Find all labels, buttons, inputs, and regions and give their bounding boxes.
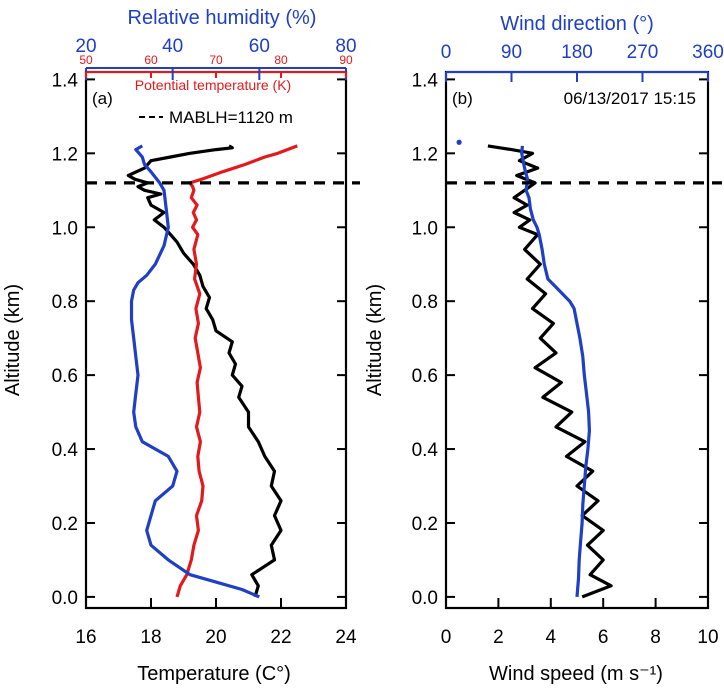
y-tick-label: 1.2 (52, 144, 78, 165)
theta-tick-label: 80 (274, 53, 288, 67)
panel-b-label: (b) (452, 89, 473, 108)
mablh-legend: MABLH=1120 m (139, 108, 293, 127)
panel-b-timestamp: 06/13/2017 15:15 (564, 89, 696, 108)
y-tick-label: 0.8 (412, 292, 438, 313)
y-tick-label: 0.0 (412, 588, 438, 609)
theta-tick-label: 60 (144, 53, 158, 67)
panel-b-frame (444, 70, 710, 610)
panel-b-x-ticks: 0 2 4 6 8 10 (441, 598, 719, 648)
panel-a: 0.0 0.2 0.4 0.6 0.8 1.0 1.2 1.4 16 18 20 22 24 20 40… (2, 7, 360, 685)
wind-direction-tick-label: 360 (692, 42, 724, 63)
y-tick-label: 0.6 (412, 366, 438, 387)
wind-direction-tick-label: 180 (561, 42, 593, 63)
panel-a-x-ticks: 16 18 20 22 24 (75, 598, 357, 648)
panel-a-series (126, 144, 298, 599)
x-tick-label: 18 (140, 627, 161, 648)
temperature-line (126, 144, 283, 598)
panel-a-rh-ticks: 20 40 60 80 (75, 36, 357, 80)
relative-humidity-axis-title: Relative humidity (%) (128, 7, 317, 29)
y-tick-label: 1.0 (52, 218, 78, 239)
rh-tick-label: 80 (335, 36, 356, 57)
y-tick-label: 0.2 (412, 514, 438, 535)
x-tick-label: 0 (441, 627, 452, 648)
theta-tick-label: 70 (209, 53, 223, 67)
wind-direction-line (520, 145, 592, 598)
panel-b-altitude-axis-title: Altitude (km) (364, 284, 386, 396)
theta-tick-label: 50 (79, 53, 93, 67)
x-tick-label: 4 (546, 627, 557, 648)
panel-a-label: (a) (92, 89, 113, 108)
x-tick-label: 10 (697, 627, 718, 648)
y-tick-label: 0.8 (52, 292, 78, 313)
wind-direction-tick-label: 0 (441, 42, 452, 63)
x-tick-label: 8 (650, 627, 661, 648)
panel-a-altitude-axis-title: Altitude (km) (2, 284, 24, 396)
theta-tick-label: 90 (339, 53, 353, 67)
y-tick-label: 0.2 (52, 514, 78, 535)
panel-a-theta-ticks: 50 60 70 80 90 (79, 53, 353, 78)
y-tick-label: 0.0 (52, 588, 78, 609)
panel-b: 0.0 0.2 0.4 0.6 0.8 1.0 1.2 1.4 0 2 4 6 8 10 0 90 180 2… (364, 13, 724, 685)
relative-humidity-line (129, 144, 260, 599)
panel-b-series (456, 139, 613, 599)
rh-tick-label: 60 (249, 36, 270, 57)
y-tick-label: 1.4 (412, 70, 439, 91)
y-tick-label: 0.4 (52, 440, 79, 461)
wind-speed-axis-title: Wind speed (m s⁻¹) (489, 663, 663, 685)
x-tick-label: 22 (270, 627, 291, 648)
panel-b-y-ticks: 0.0 0.2 0.4 0.6 0.8 1.0 1.2 1.4 (412, 70, 708, 609)
wind-direction-outlier-point (456, 139, 462, 145)
y-tick-label: 0.6 (52, 366, 78, 387)
wind-direction-tick-label: 270 (627, 42, 659, 63)
temperature-axis-title: Temperature (C°) (137, 663, 291, 685)
y-tick-label: 1.2 (412, 144, 438, 165)
panel-a-frame (84, 70, 348, 610)
potential-temperature-line (175, 144, 298, 598)
x-tick-label: 24 (335, 627, 357, 648)
x-tick-label: 2 (493, 627, 504, 648)
panel-a-y-ticks: 0.0 0.2 0.4 0.6 0.8 1.0 1.2 1.4 (52, 70, 346, 609)
y-tick-label: 0.4 (412, 440, 439, 461)
rh-tick-label: 20 (75, 36, 96, 57)
panel-b-wind-direction-ticks: 0 90 180 270 360 (441, 42, 724, 82)
x-tick-label: 20 (205, 627, 226, 648)
wind-direction-tick-label: 90 (501, 42, 522, 63)
y-tick-label: 1.4 (52, 70, 79, 91)
rh-tick-label: 40 (162, 36, 183, 57)
wind-speed-line (487, 144, 613, 599)
wind-direction-axis-title: Wind direction (°) (500, 13, 654, 35)
mablh-legend-text: MABLH=1120 m (169, 108, 293, 127)
potential-temperature-axis-title: Potential temperature (K) (135, 77, 291, 93)
x-tick-label: 16 (75, 627, 96, 648)
x-tick-label: 6 (598, 627, 609, 648)
y-tick-label: 1.0 (412, 218, 438, 239)
